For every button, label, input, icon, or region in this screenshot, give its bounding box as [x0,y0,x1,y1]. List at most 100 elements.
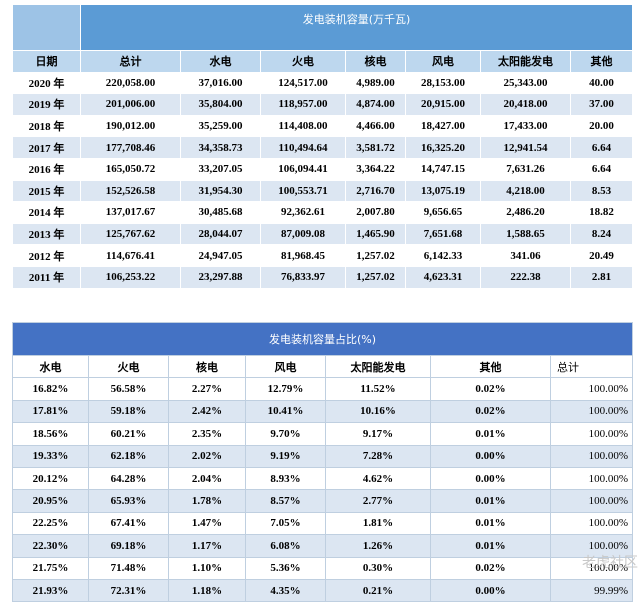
table-cell: 4,466.00 [345,114,406,138]
blank-cell [12,4,81,51]
header-cell: 火电 [260,50,346,73]
table-cell: 100.00% [549,399,634,424]
table-cell: 14,747.15 [405,157,481,181]
table-cell: 1.10% [168,556,246,580]
header-cell: 风电 [245,354,326,379]
header-cell: 总计 [80,50,181,73]
table-cell: 1.26% [325,534,431,558]
table-cell: 1.78% [168,489,246,513]
table-cell: 12.79% [245,377,326,401]
table-row: 2011 年 106,253.22 23,297.88 76,833.97 1,257.… [12,265,634,289]
table-cell: 106,094.41 [260,157,346,181]
table-cell: 2.35% [168,422,246,446]
table-cell: 2.02% [168,444,246,468]
table-cell: 100.00% [549,489,634,513]
table-cell: 106,253.22 [80,265,181,289]
header-cell: 火电 [88,354,169,379]
table-cell: 100.00% [549,511,634,536]
table-cell: 10.16% [325,399,431,424]
table-cell: 341.06 [480,244,571,267]
table-cell: 0.00% [430,578,551,602]
table-cell: 0.00% [430,466,551,491]
table-cell: 0.21% [325,578,431,602]
table-cell: 6.08% [245,534,326,558]
table-cell: 56.58% [88,377,169,401]
table-cell: 0.02% [430,556,551,580]
table-cell: 1.17% [168,534,246,558]
table-cell: 110,494.64 [260,136,346,159]
table-cell: 2.42% [168,399,246,424]
table-cell: 67.41% [88,511,169,536]
table-row: 18.56% 60.21% 2.35% 9.70% 9.17% 0.01% 100.00% [12,422,634,446]
table-cell: 0.01% [430,422,551,446]
table-cell: 40.00 [569,71,634,95]
table-cell: 87,009.08 [260,222,346,246]
table-cell: 60.21% [88,422,169,446]
table-cell: 69.18% [88,534,169,558]
table-cell: 34,358.73 [180,136,261,159]
table-cell: 21.75% [12,556,89,580]
table-cell: 2017 年 [12,136,81,159]
table-cell: 1,465.90 [345,222,406,246]
table-title: 发电装机容量占比(%) [11,322,634,356]
table-cell: 2,007.80 [345,201,406,224]
table-row: 20.12% 64.28% 2.04% 8.93% 4.62% 0.00% 100.00% [12,466,634,491]
table-cell: 28,153.00 [405,71,481,95]
table-cell: 10.41% [245,399,326,424]
table-cell: 20.12% [12,466,89,491]
table-cell: 19.33% [12,444,89,468]
table-cell: 2,716.70 [345,179,406,203]
table-cell: 8.57% [245,489,326,513]
table-cell: 7.28% [325,444,431,468]
table-cell: 2018 年 [12,114,81,138]
table-cell: 124,517.00 [260,71,346,95]
table-cell: 65.93% [88,489,169,513]
table-cell: 22.30% [12,534,89,558]
table-cell: 2014 年 [12,201,81,224]
table-cell: 18,427.00 [405,114,481,138]
table-cell: 25,343.00 [480,71,571,95]
table-cell: 125,767.62 [80,222,181,246]
table-cell: 2012 年 [12,244,81,267]
table-row: 21.93% 72.31% 1.18% 4.35% 0.21% 0.00% 99.99% [12,578,634,602]
table-row: 2020 年 220,058.00 37,016.00 124,517.00 4,989… [12,71,634,95]
table-cell: 37.00 [569,93,634,116]
watermark: 老虎社区 [582,555,638,571]
header-cell: 日期 [12,50,81,73]
header-cell: 总计 [549,354,634,379]
table-cell: 31,954.30 [180,179,261,203]
table-row: 2015 年 152,526.58 31,954.30 100,553.71 2,716… [12,179,634,203]
table-row: 2016 年 165,050.72 33,207.05 106,094.41 3,364… [12,157,634,181]
table-cell: 2.77% [325,489,431,513]
table-cell: 100.00% [549,444,634,468]
table-cell: 2019 年 [12,93,81,116]
table-cell: 3,364.22 [345,157,406,181]
table-cell: 22.25% [12,511,89,536]
table-row: 2017 年 177,708.46 34,358.73 110,494.64 3,581… [12,136,634,159]
table-cell: 0.01% [430,534,551,558]
table-row: 19.33% 62.18% 2.02% 9.19% 7.28% 0.00% 100.00% [12,444,634,468]
table-cell: 16.82% [12,377,89,401]
table-cell: 0.02% [430,399,551,424]
table-cell: 8.24 [569,222,634,246]
table-cell: 28,044.07 [180,222,261,246]
table-cell: 16,325.20 [405,136,481,159]
table-cell: 9.70% [245,422,326,446]
table-cell: 9.19% [245,444,326,468]
table-row: 16.82% 56.58% 2.27% 12.79% 11.52% 0.02% 100.00… [12,377,634,401]
table-cell: 23,297.88 [180,265,261,289]
table-cell: 20.00 [569,114,634,138]
header-cell: 核电 [168,354,246,379]
table-cell: 59.18% [88,399,169,424]
table-cell: 100.00% [549,377,634,401]
table-cell: 4.35% [245,578,326,602]
table-cell: 8.53 [569,179,634,203]
table-cell: 64.28% [88,466,169,491]
header-cell: 其他 [569,50,634,73]
header-cell: 水电 [180,50,261,73]
table-cell: 6,142.33 [405,244,481,267]
table-row: 2013 年 125,767.62 28,044.07 87,009.08 1,465.… [12,222,634,246]
table-cell: 4,874.00 [345,93,406,116]
table-row: 17.81% 59.18% 2.42% 10.41% 10.16% 0.02% 100.00… [12,399,634,424]
